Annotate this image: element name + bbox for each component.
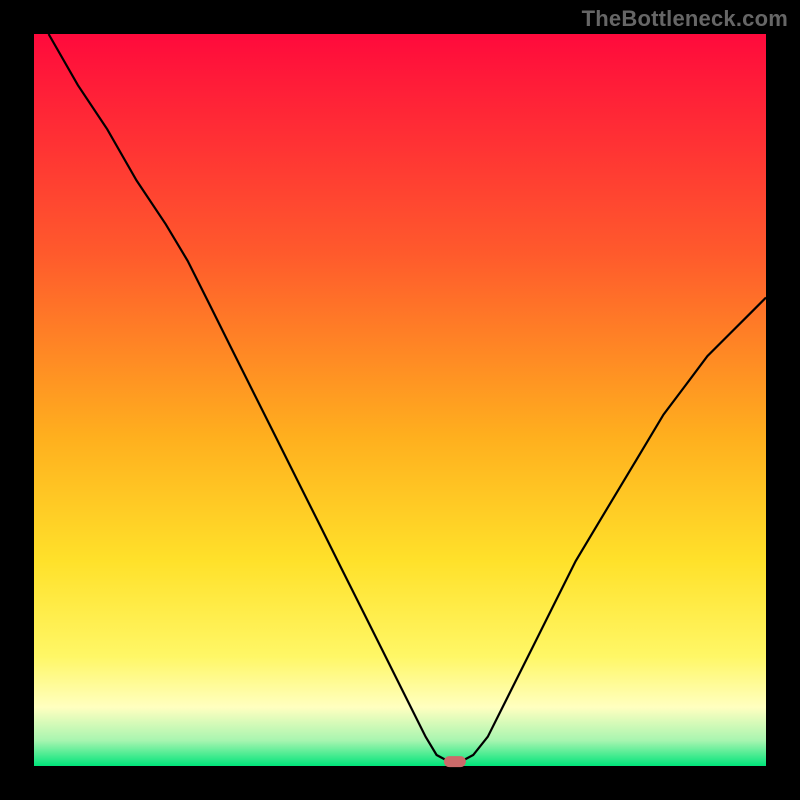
bottleneck-chart: [0, 0, 800, 800]
watermark-text: TheBottleneck.com: [582, 6, 788, 32]
gradient-background: [34, 34, 766, 766]
minimum-marker: [444, 756, 466, 767]
